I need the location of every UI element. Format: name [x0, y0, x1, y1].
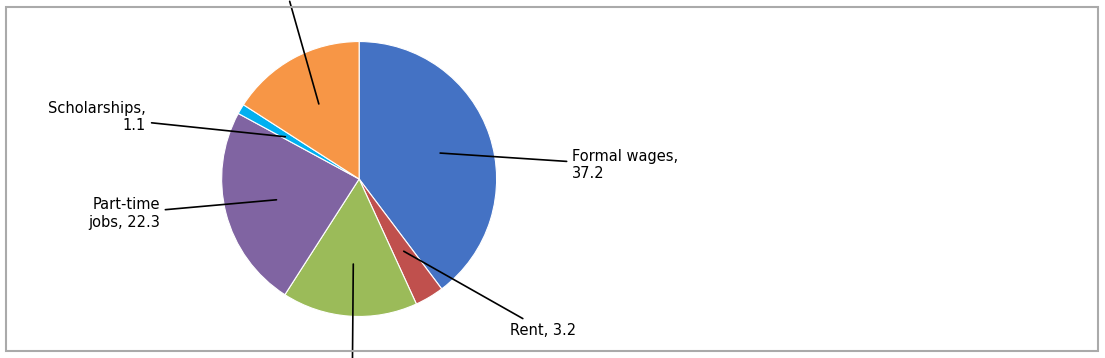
Text: Scholarships,
1.1: Scholarships, 1.1: [49, 101, 285, 137]
Text: Savings, 14.9: Savings, 14.9: [303, 264, 402, 358]
Text: Informal
business , 14.9: Informal business , 14.9: [228, 0, 339, 104]
Wedge shape: [222, 113, 359, 295]
Wedge shape: [243, 42, 359, 179]
Text: Part-time
jobs, 22.3: Part-time jobs, 22.3: [88, 197, 276, 229]
Text: Rent, 3.2: Rent, 3.2: [403, 251, 577, 338]
Text: Formal wages,
37.2: Formal wages, 37.2: [440, 149, 678, 182]
Wedge shape: [239, 105, 359, 179]
Wedge shape: [359, 42, 496, 289]
Wedge shape: [359, 179, 442, 304]
Wedge shape: [285, 179, 417, 316]
